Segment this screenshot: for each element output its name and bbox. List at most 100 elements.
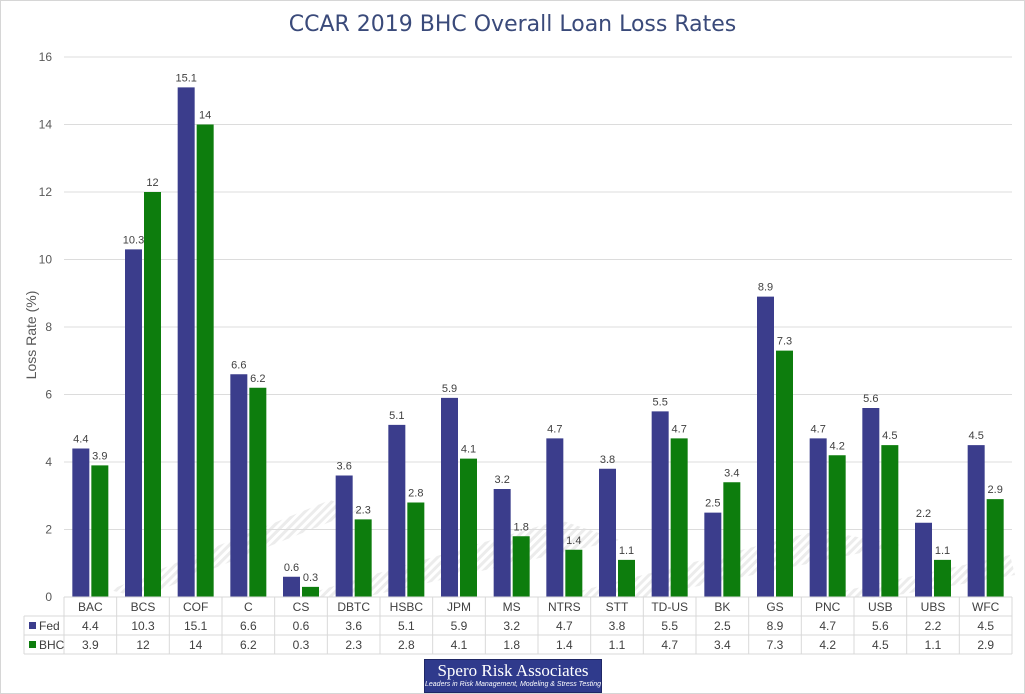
category-label: CS [293, 600, 310, 614]
bar-bhc [460, 458, 477, 597]
bar-bhc [196, 124, 214, 597]
table-cell: 3.4 [714, 638, 731, 652]
table-cell: 5.5 [661, 619, 678, 633]
bar-fed [651, 411, 669, 597]
data-label: 4.7 [811, 423, 826, 435]
data-label: 0.6 [284, 562, 299, 574]
bar-fed [72, 448, 90, 597]
table-cell: 4.7 [661, 638, 678, 652]
table-cell: 3.2 [503, 619, 520, 633]
bar-bhc [354, 519, 372, 597]
table-cell: 4.7 [819, 619, 836, 633]
logo-name: Spero Risk Associates [437, 661, 589, 680]
legend-swatch-fed [29, 622, 36, 629]
category-label: DBTC [337, 600, 370, 614]
data-label: 1.8 [514, 521, 529, 533]
category-label: BK [714, 600, 730, 614]
data-label: 5.9 [442, 383, 457, 395]
data-label: 4.1 [461, 444, 476, 456]
bar-fed [599, 468, 616, 597]
data-label: 4.2 [830, 440, 845, 452]
category-label: BCS [131, 600, 156, 614]
bar-fed [757, 296, 774, 597]
bar-bhc [407, 502, 425, 597]
data-label: 12 [146, 177, 158, 189]
data-label: 5.5 [653, 396, 668, 408]
data-label: 7.3 [777, 336, 792, 348]
data-label: 1.1 [619, 545, 634, 557]
bar-bhc [986, 499, 1004, 597]
table-cell: 1.4 [556, 638, 573, 652]
bar-bhc [302, 586, 319, 597]
data-label: 15.1 [175, 72, 196, 84]
data-label: 0.3 [303, 572, 318, 584]
bar-fed [546, 438, 564, 597]
bar-bhc [934, 559, 951, 597]
bar-fed [335, 475, 353, 597]
y-tick-label: 12 [39, 185, 53, 199]
table-cell: 1.1 [609, 638, 626, 652]
data-label: 1.4 [566, 535, 581, 547]
category-label: MS [503, 600, 521, 614]
category-label: STT [606, 600, 629, 614]
data-label: 4.7 [672, 423, 687, 435]
category-label: JPM [447, 600, 471, 614]
table-cell: 2.8 [398, 638, 415, 652]
bar-bhc [881, 445, 899, 597]
bar-fed [915, 522, 932, 597]
data-label: 4.7 [547, 423, 562, 435]
table-cell: 4.5 [977, 619, 994, 633]
table-cell: 0.3 [293, 638, 310, 652]
bar-fed [230, 374, 248, 597]
table-cell: 3.9 [82, 638, 99, 652]
data-label: 6.2 [250, 373, 265, 385]
data-label: 8.9 [758, 282, 773, 294]
bar-bhc [828, 455, 846, 597]
bar-fed [177, 87, 195, 597]
data-label: 5.6 [863, 393, 878, 405]
bar-bhc [91, 465, 109, 597]
legend-label-bhc: BHC [39, 638, 65, 652]
legend-swatch-bhc [29, 641, 36, 648]
table-cell: 5.9 [451, 619, 468, 633]
category-label: USB [868, 600, 893, 614]
bar-bhc [670, 438, 688, 597]
y-tick-label: 4 [45, 455, 52, 469]
spero-logo: Spero Risk Associates Leaders in Risk Ma… [424, 659, 602, 693]
table-cell: 4.7 [556, 619, 573, 633]
table-cell: 4.5 [872, 638, 889, 652]
category-label: WFC [972, 600, 1000, 614]
table-cell: 1.1 [925, 638, 942, 652]
table-cell: 8.9 [767, 619, 784, 633]
data-label: 3.2 [495, 474, 510, 486]
bar-bhc [144, 192, 161, 597]
table-cell: 4.2 [819, 638, 836, 652]
table-cell: 2.3 [345, 638, 362, 652]
logo-tagline: Leaders in Risk Management, Modeling & S… [425, 681, 601, 688]
y-tick-label: 0 [45, 590, 52, 604]
data-label: 14 [199, 110, 211, 122]
table-cell: 15.1 [184, 619, 208, 633]
bar-fed [388, 424, 406, 597]
data-label: 2.5 [705, 498, 720, 510]
category-label: HSBC [390, 600, 424, 614]
table-cell: 5.6 [872, 619, 889, 633]
table-cell: 5.1 [398, 619, 415, 633]
y-tick-label: 8 [45, 320, 52, 334]
data-label: 4.4 [73, 434, 88, 446]
bar-fed [809, 438, 827, 597]
bar-bhc [723, 482, 741, 597]
bar-fed [967, 445, 985, 597]
category-label: NTRS [548, 600, 581, 614]
category-label: BAC [78, 600, 103, 614]
table-cell: 2.2 [925, 619, 942, 633]
table-cell: 1.8 [503, 638, 520, 652]
data-label: 10.3 [123, 234, 144, 246]
data-label: 3.8 [600, 454, 615, 466]
data-label: 3.6 [337, 461, 352, 473]
legend-label-fed: Fed [39, 619, 60, 633]
data-label: 2.9 [988, 484, 1003, 496]
chart-title: CCAR 2019 BHC Overall Loan Loss Rates [288, 12, 737, 37]
table-cell: 2.9 [977, 638, 994, 652]
bar-bhc [512, 536, 530, 597]
